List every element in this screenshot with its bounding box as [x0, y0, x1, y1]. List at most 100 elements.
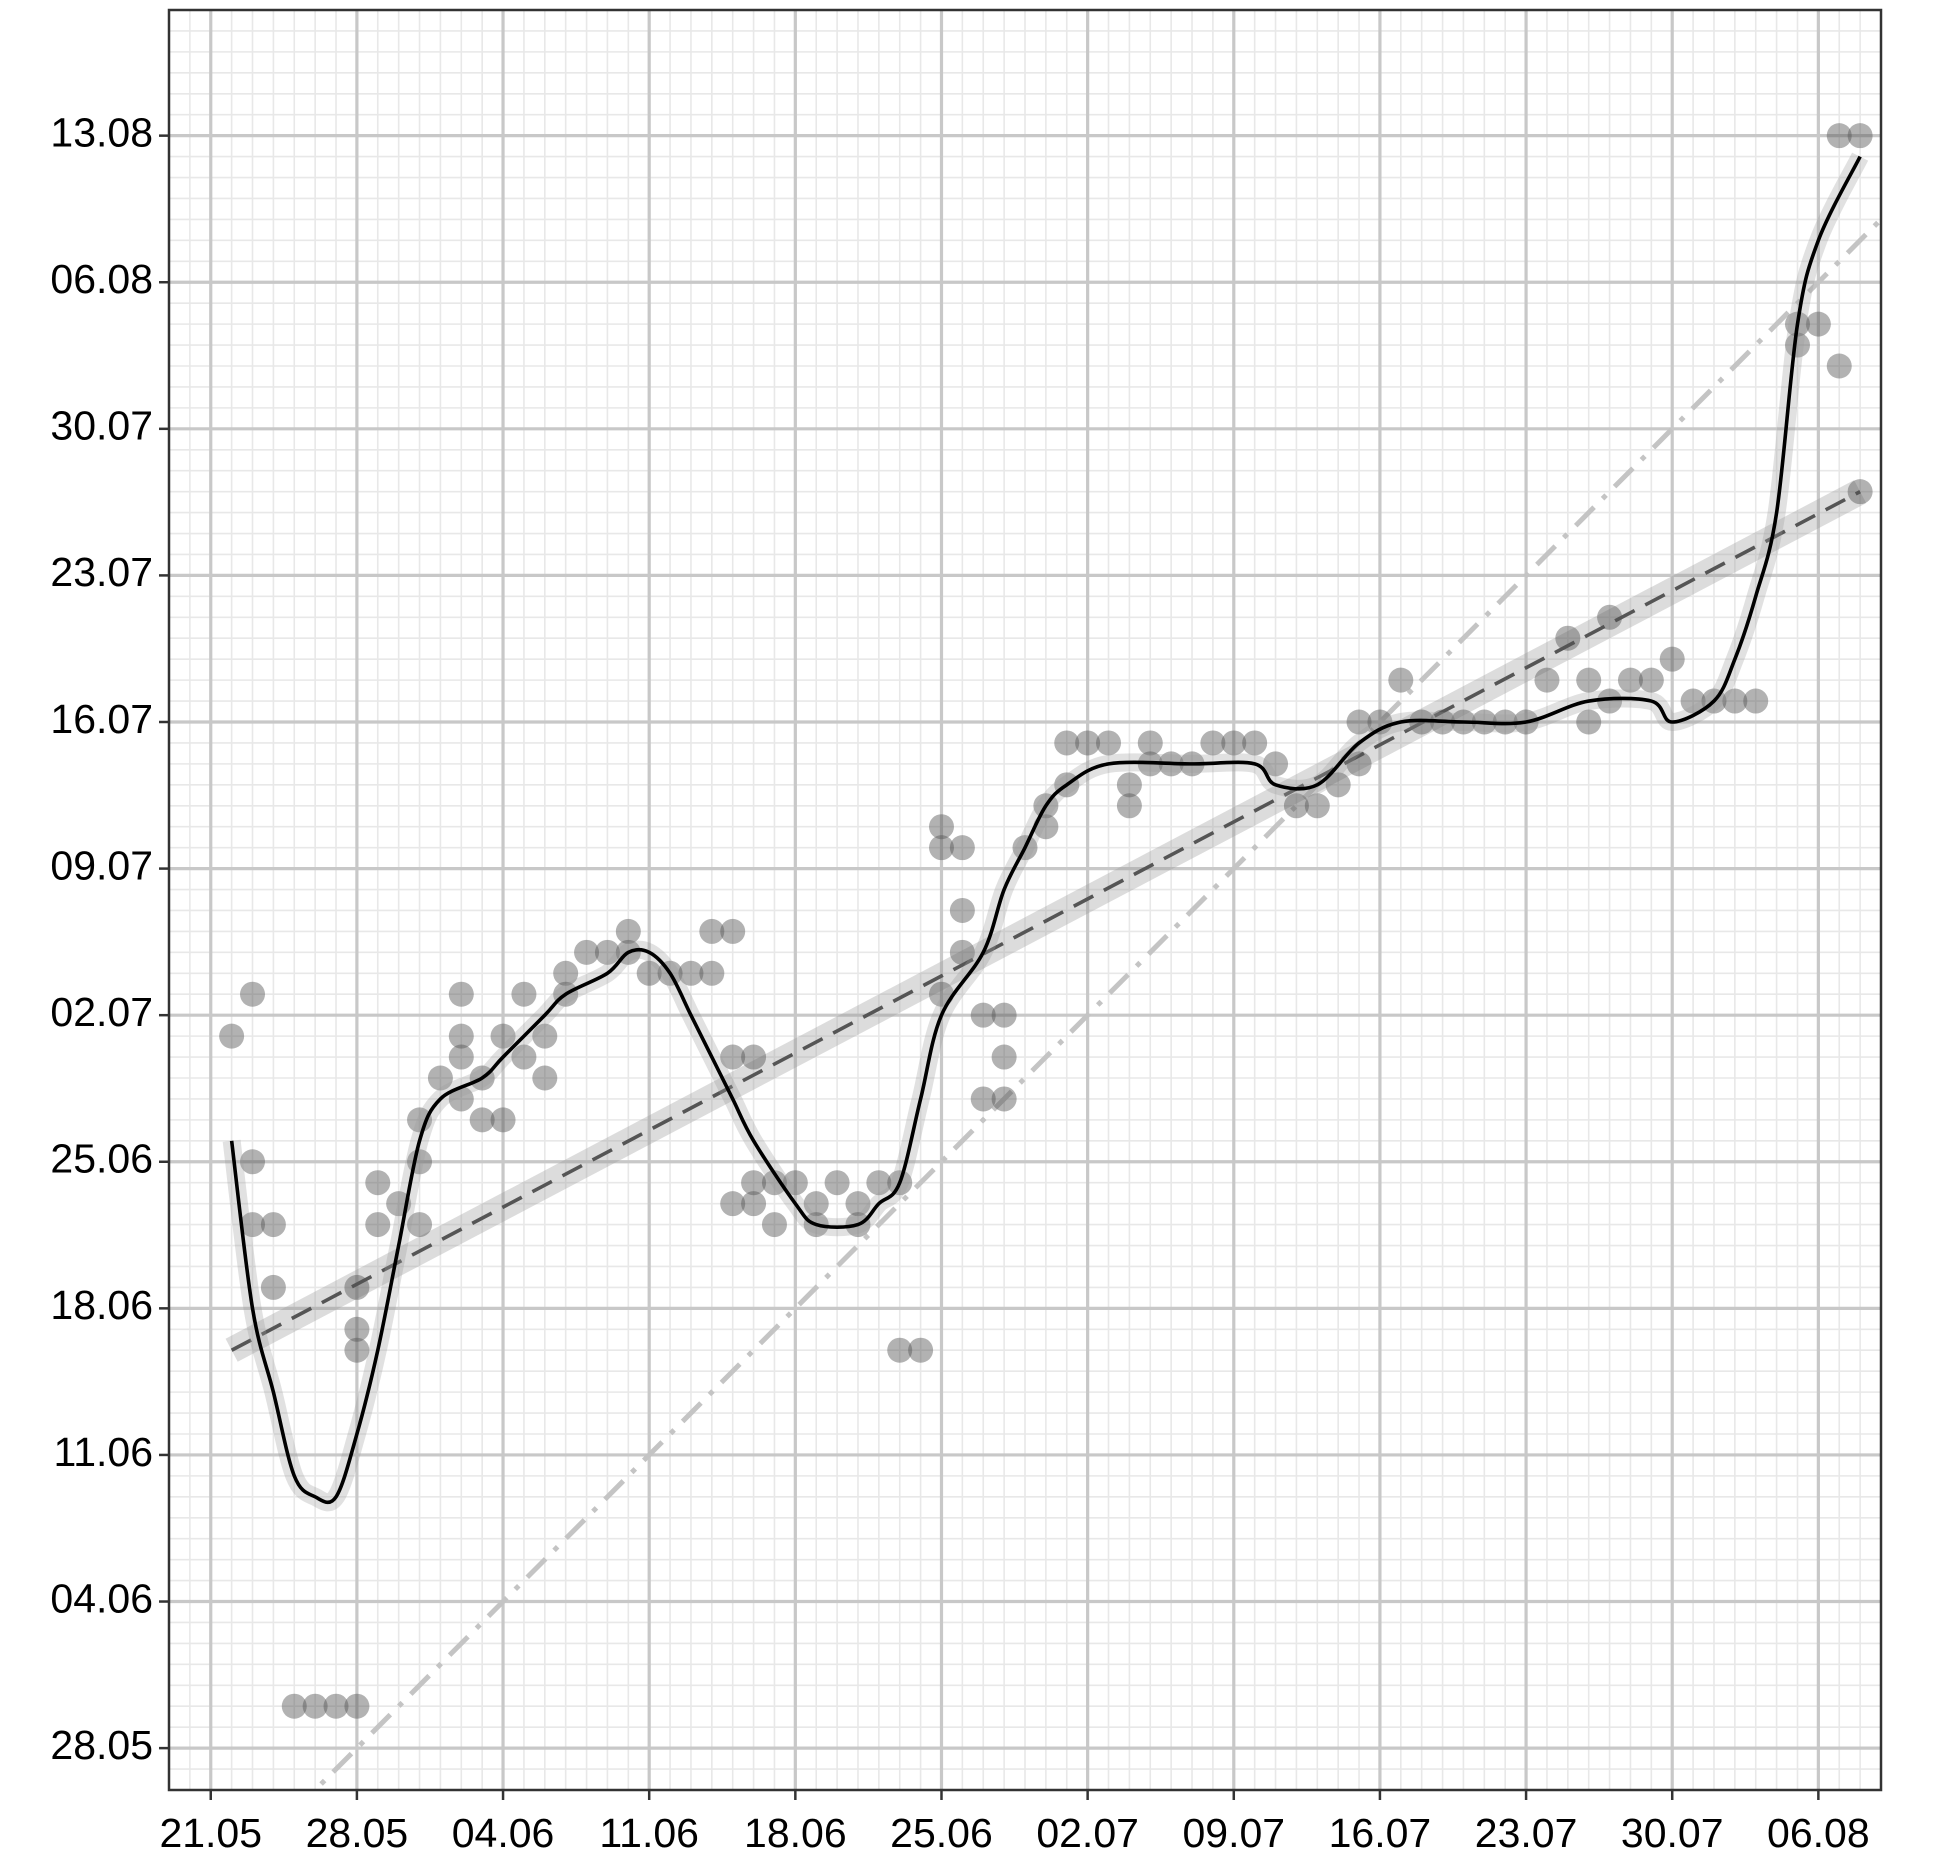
point	[1200, 730, 1226, 756]
y-tick-label: 04.06	[50, 1575, 153, 1621]
point	[1597, 688, 1623, 714]
point	[1576, 709, 1602, 735]
point	[1137, 730, 1163, 756]
point	[1576, 667, 1602, 693]
point	[908, 1337, 934, 1363]
point	[532, 1023, 558, 1049]
point	[448, 1044, 474, 1070]
point	[240, 1212, 266, 1238]
point	[281, 1693, 307, 1719]
point	[991, 1002, 1017, 1028]
point	[1346, 709, 1372, 735]
line	[230, 490, 1861, 1352]
point	[448, 1023, 474, 1049]
x-tick-label: 09.07	[1182, 1810, 1285, 1856]
point	[636, 960, 662, 986]
point	[824, 1170, 850, 1196]
point	[323, 1693, 349, 1719]
point	[240, 1149, 266, 1175]
point	[532, 1065, 558, 1091]
point	[1116, 772, 1142, 798]
point	[344, 1337, 370, 1363]
point	[928, 814, 954, 840]
point	[1617, 667, 1643, 693]
point	[1597, 604, 1623, 630]
x-tick-label: 11.06	[599, 1810, 699, 1856]
x-tick-label: 30.07	[1621, 1810, 1724, 1856]
point	[344, 1316, 370, 1342]
x-tick-label: 25.06	[890, 1810, 993, 1856]
point	[970, 1002, 996, 1028]
y-tick-label: 25.06	[50, 1136, 153, 1182]
line	[311, 217, 1881, 1790]
point	[928, 835, 954, 861]
point	[678, 960, 704, 986]
point	[1784, 332, 1810, 358]
point	[219, 1023, 245, 1049]
x-tick-label: 28.05	[306, 1810, 409, 1856]
y-tick-label: 28.05	[50, 1722, 153, 1768]
point	[741, 1044, 767, 1070]
point	[699, 918, 725, 944]
point	[866, 1170, 892, 1196]
x-tick-label: 02.07	[1036, 1810, 1139, 1856]
point	[1743, 688, 1769, 714]
point	[260, 1212, 286, 1238]
point	[1263, 751, 1289, 777]
point	[949, 939, 975, 965]
point	[1075, 730, 1101, 756]
point	[1805, 311, 1831, 337]
point	[260, 1274, 286, 1300]
point	[407, 1212, 433, 1238]
point	[490, 1107, 516, 1133]
point	[1054, 730, 1080, 756]
point	[574, 939, 600, 965]
point	[615, 918, 641, 944]
plot-border	[167, 8, 1883, 1792]
point	[302, 1693, 328, 1719]
point	[1659, 646, 1685, 672]
point	[845, 1191, 871, 1217]
point	[949, 835, 975, 861]
point	[1116, 793, 1142, 819]
y-tick-label: 30.07	[50, 403, 153, 449]
point	[344, 1274, 370, 1300]
point	[553, 960, 579, 986]
y-tick-label: 23.07	[50, 549, 153, 595]
point	[1304, 793, 1330, 819]
point	[991, 1086, 1017, 1112]
x-tick-label: 18.06	[744, 1810, 847, 1856]
y-tick-label: 09.07	[50, 842, 153, 888]
point	[427, 1065, 453, 1091]
y-tick-label: 13.08	[50, 109, 153, 155]
point	[699, 960, 725, 986]
point	[490, 1023, 516, 1049]
point	[511, 981, 537, 1007]
point	[1096, 730, 1122, 756]
point	[1555, 625, 1581, 651]
point	[1826, 353, 1852, 379]
point	[741, 1170, 767, 1196]
point	[1346, 751, 1372, 777]
point	[1388, 667, 1414, 693]
point	[365, 1170, 391, 1196]
point	[887, 1337, 913, 1363]
x-tick-label: 04.06	[452, 1810, 555, 1856]
point	[1638, 667, 1664, 693]
point	[1534, 667, 1560, 693]
y-tick-label: 16.07	[50, 696, 153, 742]
point	[1680, 688, 1706, 714]
point	[1847, 479, 1873, 505]
point	[949, 897, 975, 923]
point	[720, 1191, 746, 1217]
point	[344, 1693, 370, 1719]
point	[720, 918, 746, 944]
y-tick-label: 06.08	[50, 256, 153, 302]
point	[1242, 730, 1268, 756]
x-tick-label: 06.08	[1767, 1810, 1870, 1856]
point	[1283, 793, 1309, 819]
point	[1221, 730, 1247, 756]
y-tick-label: 11.06	[53, 1429, 153, 1475]
point	[240, 981, 266, 1007]
